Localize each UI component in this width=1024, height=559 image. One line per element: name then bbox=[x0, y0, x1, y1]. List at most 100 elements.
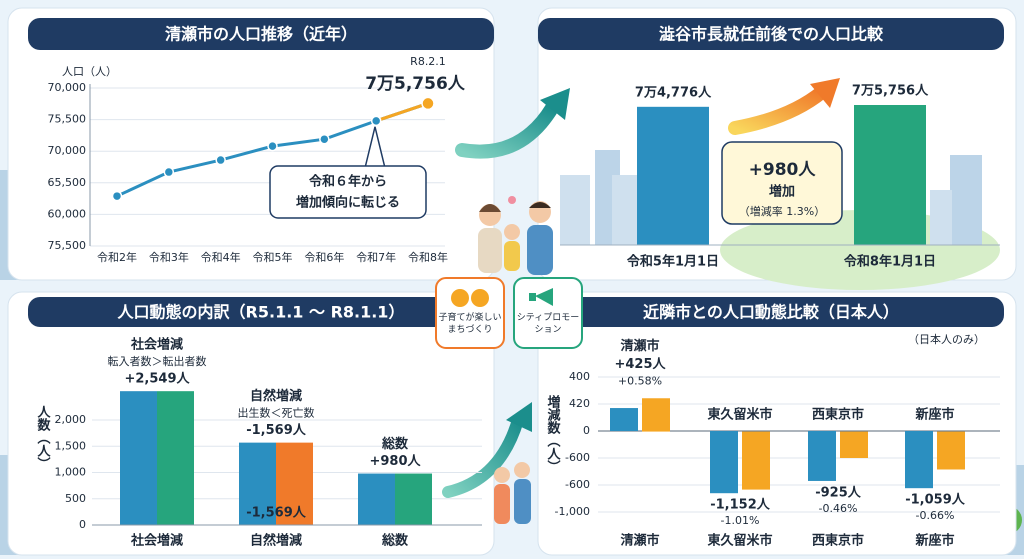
value-label: +2,549人 bbox=[124, 372, 190, 387]
y-tick-label: 75,500 bbox=[48, 113, 87, 126]
x-tick-label: 東久留米市 bbox=[707, 533, 772, 549]
arrow bbox=[442, 414, 524, 498]
y-axis-label: 人口（人） bbox=[62, 65, 117, 78]
x-tick-label: 総数 bbox=[381, 533, 409, 549]
x-tick-label: 令和6年 bbox=[304, 250, 344, 264]
callout-box bbox=[721, 141, 843, 225]
arrow bbox=[455, 101, 559, 159]
chart-title: 澁谷市長就任前後での人口比較 bbox=[659, 25, 884, 44]
y-axis-label: 増減数（人） bbox=[545, 394, 562, 473]
y-tick-label: -600 bbox=[565, 451, 590, 464]
bar bbox=[276, 442, 313, 525]
x-tick-label: 令和5年 bbox=[253, 250, 293, 264]
y-tick-label: 0 bbox=[79, 518, 86, 531]
x-tick-label: 新座市 bbox=[914, 533, 954, 549]
y-tick-label: 420 bbox=[569, 397, 590, 410]
bar bbox=[642, 398, 670, 432]
badge: シティプロモーション bbox=[513, 277, 583, 349]
callout-text: +980人 bbox=[749, 160, 817, 180]
bar bbox=[395, 473, 432, 525]
x-tick-label: 清瀬市 bbox=[620, 533, 659, 549]
bar-note: 転入者数＞転出者数 bbox=[108, 355, 207, 368]
value-label: +0.58% bbox=[618, 374, 662, 387]
y-tick-label: 70,000 bbox=[48, 144, 87, 157]
bar bbox=[239, 442, 276, 525]
x-tick-label: 令和3年 bbox=[149, 250, 189, 264]
callout-pointer bbox=[364, 126, 386, 169]
annotation-value: 7万5,756人 bbox=[365, 74, 466, 94]
group-title: 清瀬市 bbox=[620, 338, 659, 354]
y-tick-label: 1,500 bbox=[55, 439, 87, 452]
bar-note: 出生数＜死亡数 bbox=[238, 406, 315, 420]
value-label: -1,152人 bbox=[710, 498, 771, 513]
data-point bbox=[163, 166, 175, 178]
x-tick-label: 令和5年1月1日 bbox=[627, 254, 719, 270]
bar bbox=[937, 431, 965, 470]
value-label: -925人 bbox=[815, 485, 862, 500]
callout-text: 増加傾向に転じる bbox=[296, 195, 400, 211]
callout-text: 増加 bbox=[769, 184, 795, 200]
badge-text-box: 子育てが楽しいまちづくり bbox=[438, 313, 502, 335]
value-label: +425人 bbox=[614, 357, 666, 372]
badge-text: 子育てが楽しいまちづくり bbox=[438, 313, 502, 335]
data-point bbox=[267, 140, 278, 152]
bar-title: 総数 bbox=[381, 436, 409, 452]
data-point bbox=[111, 190, 123, 202]
x-tick-label: 令和2年 bbox=[97, 250, 137, 264]
bar-title: 社会増減 bbox=[130, 337, 183, 353]
bar bbox=[710, 431, 738, 494]
value-label: 7万5,756人 bbox=[852, 84, 929, 99]
callout-box bbox=[269, 165, 427, 219]
arrow-head bbox=[810, 78, 840, 108]
arrow bbox=[728, 85, 829, 135]
bar bbox=[637, 106, 709, 245]
group-title: 新座市 bbox=[914, 407, 954, 423]
x-tick-label: 令和7年 bbox=[356, 250, 396, 264]
value-label: -1,569人 bbox=[246, 423, 307, 438]
family-illustration bbox=[478, 196, 553, 524]
badge: 子育てが楽しいまちづくり bbox=[435, 277, 505, 349]
y-tick-label: -600 bbox=[565, 478, 590, 491]
chart-title: 近隣市との人口動態比較（日本人） bbox=[643, 303, 899, 322]
data-point bbox=[421, 96, 435, 111]
chart-title: 清瀬市の人口推移（近年） bbox=[165, 25, 357, 44]
badge-text-box: シティプロモーション bbox=[516, 313, 580, 335]
group-title: 東久留米市 bbox=[707, 407, 772, 423]
data-point bbox=[215, 154, 226, 166]
y-tick-label: 70,000 bbox=[48, 81, 87, 94]
bar bbox=[157, 391, 194, 525]
y-tick-label: 2,000 bbox=[55, 413, 87, 426]
callout-text: 令和６年から bbox=[309, 174, 387, 190]
y-axis-label: 人数（人） bbox=[35, 405, 52, 470]
bar bbox=[742, 431, 770, 490]
y-tick-label: 400 bbox=[569, 370, 590, 383]
data-point bbox=[319, 133, 330, 145]
group-title: 西東京市 bbox=[812, 407, 864, 423]
bar bbox=[358, 473, 395, 525]
annotation-date: R8.2.1 bbox=[410, 55, 446, 68]
y-tick-label: 60,000 bbox=[48, 207, 87, 220]
y-tick-label: 65,500 bbox=[48, 176, 87, 189]
x-tick-label: 自然増減 bbox=[250, 533, 302, 549]
bar bbox=[840, 431, 868, 458]
latest-segment bbox=[375, 101, 429, 123]
bar bbox=[120, 391, 157, 525]
y-tick-label: 0 bbox=[583, 424, 590, 437]
bar bbox=[808, 431, 836, 481]
x-tick-label: 西東京市 bbox=[812, 533, 864, 549]
bar-title: 自然増減 bbox=[250, 388, 302, 404]
y-tick-label: 1,000 bbox=[55, 466, 87, 479]
arrow-head bbox=[506, 402, 532, 432]
badge-text: シティプロモーション bbox=[516, 313, 580, 335]
arrow-head bbox=[540, 88, 570, 120]
data-point bbox=[370, 115, 382, 127]
x-tick-label: 令和8年1月1日 bbox=[844, 254, 936, 270]
x-tick-label: 社会増減 bbox=[130, 533, 183, 549]
chart-title: 人口動態の内訳（R5.1.1 ～ R8.1.1） bbox=[117, 303, 405, 322]
value-label: -0.66% bbox=[916, 509, 955, 522]
bar bbox=[854, 105, 926, 245]
bar bbox=[905, 431, 933, 489]
x-tick-label: 令和8年 bbox=[408, 250, 448, 264]
y-tick-label: 500 bbox=[65, 492, 86, 505]
